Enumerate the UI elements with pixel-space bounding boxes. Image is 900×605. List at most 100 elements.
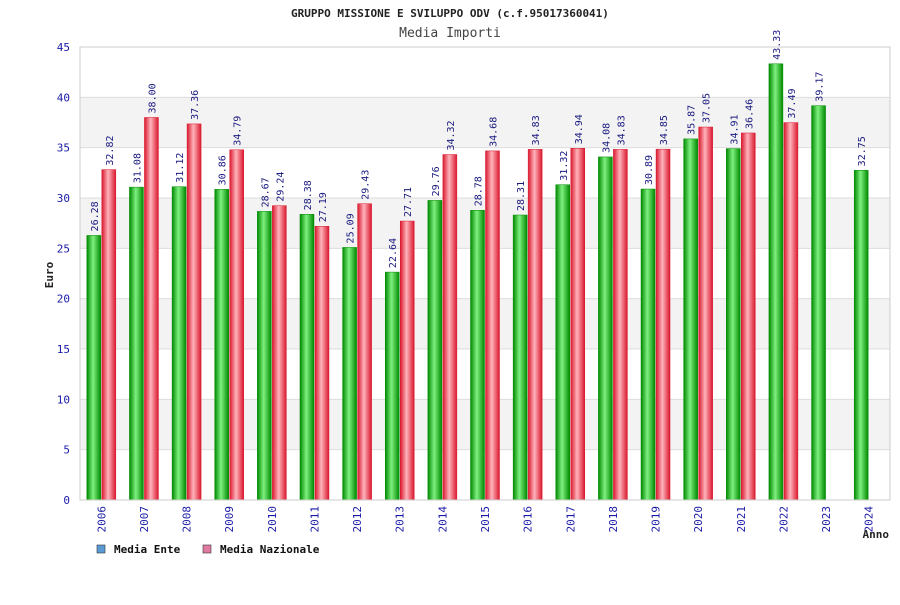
x-tick-label: 2016: [522, 506, 535, 533]
bar-media-ente: [470, 210, 485, 501]
value-label: 31.12: [175, 153, 186, 183]
bar-media-nazionale: [783, 122, 799, 501]
value-label: 39.17: [815, 72, 826, 102]
y-tick-label: 10: [57, 393, 70, 406]
value-label: 34.83: [531, 115, 542, 145]
x-tick-label: 2022: [777, 506, 790, 533]
bar-media-ente: [853, 170, 869, 501]
background-band: [80, 198, 890, 249]
bar-media-nazionale: [314, 226, 330, 501]
x-tick-label: 2019: [650, 506, 663, 533]
value-label: 34.08: [601, 123, 612, 153]
bar-media-nazionale: [144, 117, 159, 501]
value-label: 34.94: [574, 114, 585, 144]
y-tick-label: 20: [57, 293, 70, 306]
x-axis-ticks: 2006 2007 2008 2009 2010 2011 2012 2013 2014 2015…: [95, 506, 875, 533]
bar-media-nazionale: [570, 148, 586, 501]
bar-media-nazionale: [485, 150, 500, 501]
x-tick-label: 2015: [479, 506, 492, 533]
bar-media-ente: [512, 214, 528, 501]
bar-media-ente: [129, 186, 144, 501]
y-tick-label: 40: [57, 91, 70, 104]
x-tick-label: 2007: [138, 506, 151, 533]
value-label: 25.09: [346, 213, 357, 243]
bar-media-ente: [171, 186, 187, 501]
value-label: 38.00: [147, 83, 158, 113]
bar-media-nazionale: [101, 169, 117, 501]
bar-media-nazionale: [527, 149, 543, 501]
value-label: 31.32: [559, 151, 570, 181]
bar-media-ente: [384, 271, 400, 501]
bar-media-nazionale: [357, 203, 372, 501]
value-label: 29.43: [361, 170, 372, 200]
value-label: 34.79: [233, 116, 244, 146]
value-label: 34.85: [659, 115, 670, 145]
value-label: 36.46: [744, 99, 755, 129]
bar-media-nazionale: [442, 154, 458, 501]
bar-media-ente: [299, 214, 315, 501]
value-label: 28.31: [516, 181, 527, 211]
value-label: 37.05: [702, 93, 713, 123]
y-axis-ticks: 0 5 10 15 20 25 30 35 40 45: [57, 41, 70, 507]
bar-media-ente: [768, 63, 784, 501]
background-band: [80, 97, 890, 148]
value-label: 29.24: [275, 172, 286, 202]
x-tick-label: 2018: [607, 506, 620, 533]
x-tick-label: 2023: [820, 506, 833, 533]
y-tick-label: 5: [63, 444, 70, 457]
y-tick-label: 45: [57, 41, 70, 54]
value-label: 28.38: [303, 180, 314, 210]
legend: Media Ente Media Nazionale: [96, 543, 320, 556]
x-tick-label: 2010: [266, 506, 279, 533]
value-label: 37.49: [787, 88, 798, 118]
x-tick-label: 2008: [181, 506, 194, 533]
y-tick-label: 15: [57, 343, 70, 356]
value-label: 27.71: [403, 187, 414, 217]
bar-media-nazionale: [698, 126, 713, 501]
value-label: 35.87: [687, 105, 698, 135]
value-label: 32.75: [857, 136, 868, 166]
plot-frame: [79, 46, 891, 501]
bar-media-nazionale: [741, 132, 756, 501]
chart-subtitle: Media Importi: [399, 26, 501, 41]
bar-media-ente: [86, 235, 102, 501]
value-label: 37.36: [190, 90, 201, 120]
value-labels: 26.28 32.82 31.08 38.00 31.12 37.36 30.86 34.79…: [90, 30, 868, 268]
bar-media-ente: [214, 189, 229, 501]
x-tick-label: 2014: [436, 506, 449, 533]
bar-media-ente: [726, 148, 741, 501]
value-label: 32.82: [105, 136, 116, 166]
x-tick-label: 2024: [863, 506, 876, 533]
bar-media-ente: [598, 156, 613, 501]
legend-swatch-media-nazionale: [202, 544, 212, 554]
y-axis-label: Euro: [43, 261, 56, 288]
x-tick-label: 2009: [223, 506, 236, 533]
bar-media-nazionale: [186, 123, 202, 501]
y-tick-label: 30: [57, 192, 70, 205]
bar-media-nazionale: [655, 148, 671, 501]
legend-label-media-ente: Media Ente: [114, 543, 181, 556]
y-tick-label: 0: [63, 494, 70, 507]
x-tick-label: 2017: [564, 506, 577, 533]
y-tick-label: 25: [57, 242, 70, 255]
legend-label-media-nazionale: Media Nazionale: [220, 543, 320, 556]
value-label: 29.76: [431, 166, 442, 196]
background-band: [80, 298, 890, 349]
value-label: 34.83: [616, 115, 627, 145]
value-label: 30.86: [218, 155, 229, 185]
value-label: 34.68: [489, 117, 500, 147]
value-label: 31.08: [132, 153, 143, 183]
bar-media-nazionale: [229, 149, 244, 501]
value-label: 34.91: [729, 114, 740, 144]
x-tick-label: 2006: [95, 506, 108, 533]
value-label: 26.28: [90, 201, 101, 231]
background-bands: [80, 97, 890, 450]
x-tick-label: 2021: [735, 506, 748, 533]
x-tick-label: 2020: [692, 506, 705, 533]
bar-media-nazionale: [399, 220, 415, 501]
background-band: [80, 399, 890, 450]
bar-media-ente: [342, 247, 357, 501]
x-tick-label: 2013: [394, 506, 407, 533]
